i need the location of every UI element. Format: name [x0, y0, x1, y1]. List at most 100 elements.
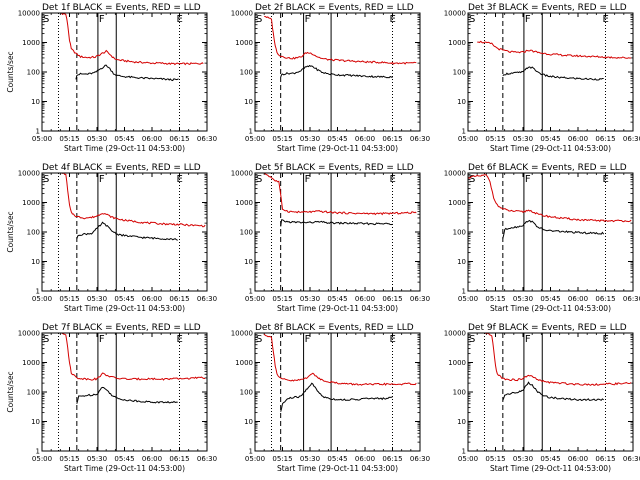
panel-det-1: Det 1f BLACK = Events, RED = LLD 1 10 100 10…	[6, 3, 217, 153]
x-tick-label: 05:45	[540, 455, 560, 463]
plot-frame	[41, 172, 208, 292]
marker-e: E	[390, 14, 396, 25]
x-tick-label: 05:30	[87, 295, 107, 303]
x-tick-label: 05:30	[513, 135, 533, 143]
y-tick-label: 10000	[18, 10, 40, 18]
x-tick-label: 06:15	[169, 455, 189, 463]
y-tick-label: 1000	[22, 199, 40, 207]
x-tick-label: 05:00	[245, 135, 265, 143]
marker-s: S	[43, 334, 49, 345]
y-tick-label: 100	[27, 69, 40, 77]
y-tick-label: 10000	[444, 10, 466, 18]
y-tick-label: 100	[27, 389, 40, 397]
y-tick-label: 10000	[231, 330, 253, 338]
y-tick-label: 100	[27, 229, 40, 237]
y-tick-label: 1	[36, 288, 40, 296]
x-tick-label: 05:15	[272, 135, 292, 143]
x-tick-label: 05:15	[272, 455, 292, 463]
x-axis-label: Start Time (29-Oct-11 04:53:00)	[277, 464, 398, 473]
lld-series-line	[477, 333, 632, 386]
events-series-line	[75, 64, 179, 82]
marker-e: E	[177, 334, 183, 345]
events-series-line	[502, 381, 605, 402]
y-tick-label: 1000	[448, 359, 466, 367]
y-tick-label: 10000	[18, 330, 40, 338]
lld-series-line	[264, 15, 417, 65]
x-tick-label: 06:15	[595, 295, 615, 303]
panel-det-6: Det 6f BLACK = Events, RED = LLD 1 10 100 10…	[444, 163, 640, 313]
x-tick-label: 05:15	[272, 295, 292, 303]
y-tick-label: 10000	[18, 170, 40, 178]
events-series-line	[502, 219, 605, 239]
x-tick-label: 05:30	[513, 455, 533, 463]
marker-f: F	[305, 174, 311, 185]
x-axis-label: Start Time (29-Oct-11 04:53:00)	[64, 304, 185, 313]
marker-s: S	[256, 174, 262, 185]
events-series-line	[280, 219, 393, 227]
x-tick-label: 06:00	[355, 455, 375, 463]
marker-s: S	[256, 14, 262, 25]
y-tick-label: 10	[457, 418, 466, 426]
panel-title: Det 5f BLACK = Events, RED = LLD	[255, 163, 414, 173]
lld-series-line	[468, 174, 632, 223]
x-axis-label: Start Time (29-Oct-11 04:53:00)	[277, 144, 398, 153]
y-tick-label: 10000	[231, 10, 253, 18]
x-tick-label: 06:30	[623, 295, 640, 303]
x-tick-label: 06:00	[142, 295, 162, 303]
panel-title: Det 4f BLACK = Events, RED = LLD	[42, 163, 201, 173]
events-series-line	[502, 66, 604, 81]
y-axis-label: Counts/sec	[6, 211, 15, 252]
x-tick-label: 06:15	[595, 455, 615, 463]
marker-e: E	[603, 174, 609, 185]
x-tick-label: 06:15	[595, 135, 615, 143]
y-tick-label: 10	[457, 258, 466, 266]
y-tick-label: 100	[453, 69, 466, 77]
x-tick-label: 06:00	[355, 295, 375, 303]
marker-s: S	[469, 334, 475, 345]
x-tick-label: 05:45	[327, 135, 347, 143]
x-tick-label: 05:45	[327, 295, 347, 303]
x-tick-label: 06:00	[568, 295, 588, 303]
plot-frame	[467, 12, 634, 132]
x-tick-label: 06:15	[169, 295, 189, 303]
marker-f: F	[99, 14, 105, 25]
marker-f: F	[525, 334, 531, 345]
marker-f: F	[99, 334, 105, 345]
x-tick-label: 05:00	[458, 295, 478, 303]
panel-title: Det 2f BLACK = Events, RED = LLD	[255, 3, 414, 13]
plot-frame	[467, 332, 634, 452]
x-tick-label: 05:00	[32, 295, 52, 303]
marker-s: S	[469, 14, 475, 25]
x-tick-label: 05:15	[485, 295, 505, 303]
y-tick-label: 1	[249, 128, 253, 136]
plot-frame	[41, 12, 208, 132]
lld-series-line	[477, 40, 632, 59]
x-tick-label: 05:45	[540, 135, 560, 143]
x-tick-label: 06:30	[197, 295, 217, 303]
marker-f: F	[305, 334, 311, 345]
y-tick-label: 1	[462, 448, 466, 456]
x-tick-label: 06:30	[197, 135, 217, 143]
panel-title: Det 3f BLACK = Events, RED = LLD	[468, 3, 627, 13]
x-tick-label: 06:15	[169, 135, 189, 143]
x-tick-label: 05:15	[485, 455, 505, 463]
marker-f: F	[525, 174, 531, 185]
x-tick-label: 05:00	[458, 455, 478, 463]
y-tick-label: 1000	[448, 199, 466, 207]
x-tick-label: 06:15	[382, 295, 402, 303]
x-tick-label: 06:30	[197, 455, 217, 463]
y-tick-label: 1000	[448, 39, 466, 47]
y-tick-label: 10000	[231, 170, 253, 178]
y-tick-label: 1000	[235, 359, 253, 367]
x-tick-label: 05:00	[32, 135, 52, 143]
y-tick-label: 1000	[22, 39, 40, 47]
events-series-line	[76, 221, 178, 241]
x-axis-label: Start Time (29-Oct-11 04:53:00)	[64, 464, 185, 473]
y-tick-label: 10000	[444, 170, 466, 178]
plot-frame	[254, 332, 421, 452]
x-tick-label: 06:30	[623, 455, 640, 463]
lld-series-line	[263, 333, 417, 386]
y-tick-label: 10	[31, 258, 40, 266]
y-tick-label: 100	[453, 229, 466, 237]
x-tick-label: 05:30	[513, 295, 533, 303]
